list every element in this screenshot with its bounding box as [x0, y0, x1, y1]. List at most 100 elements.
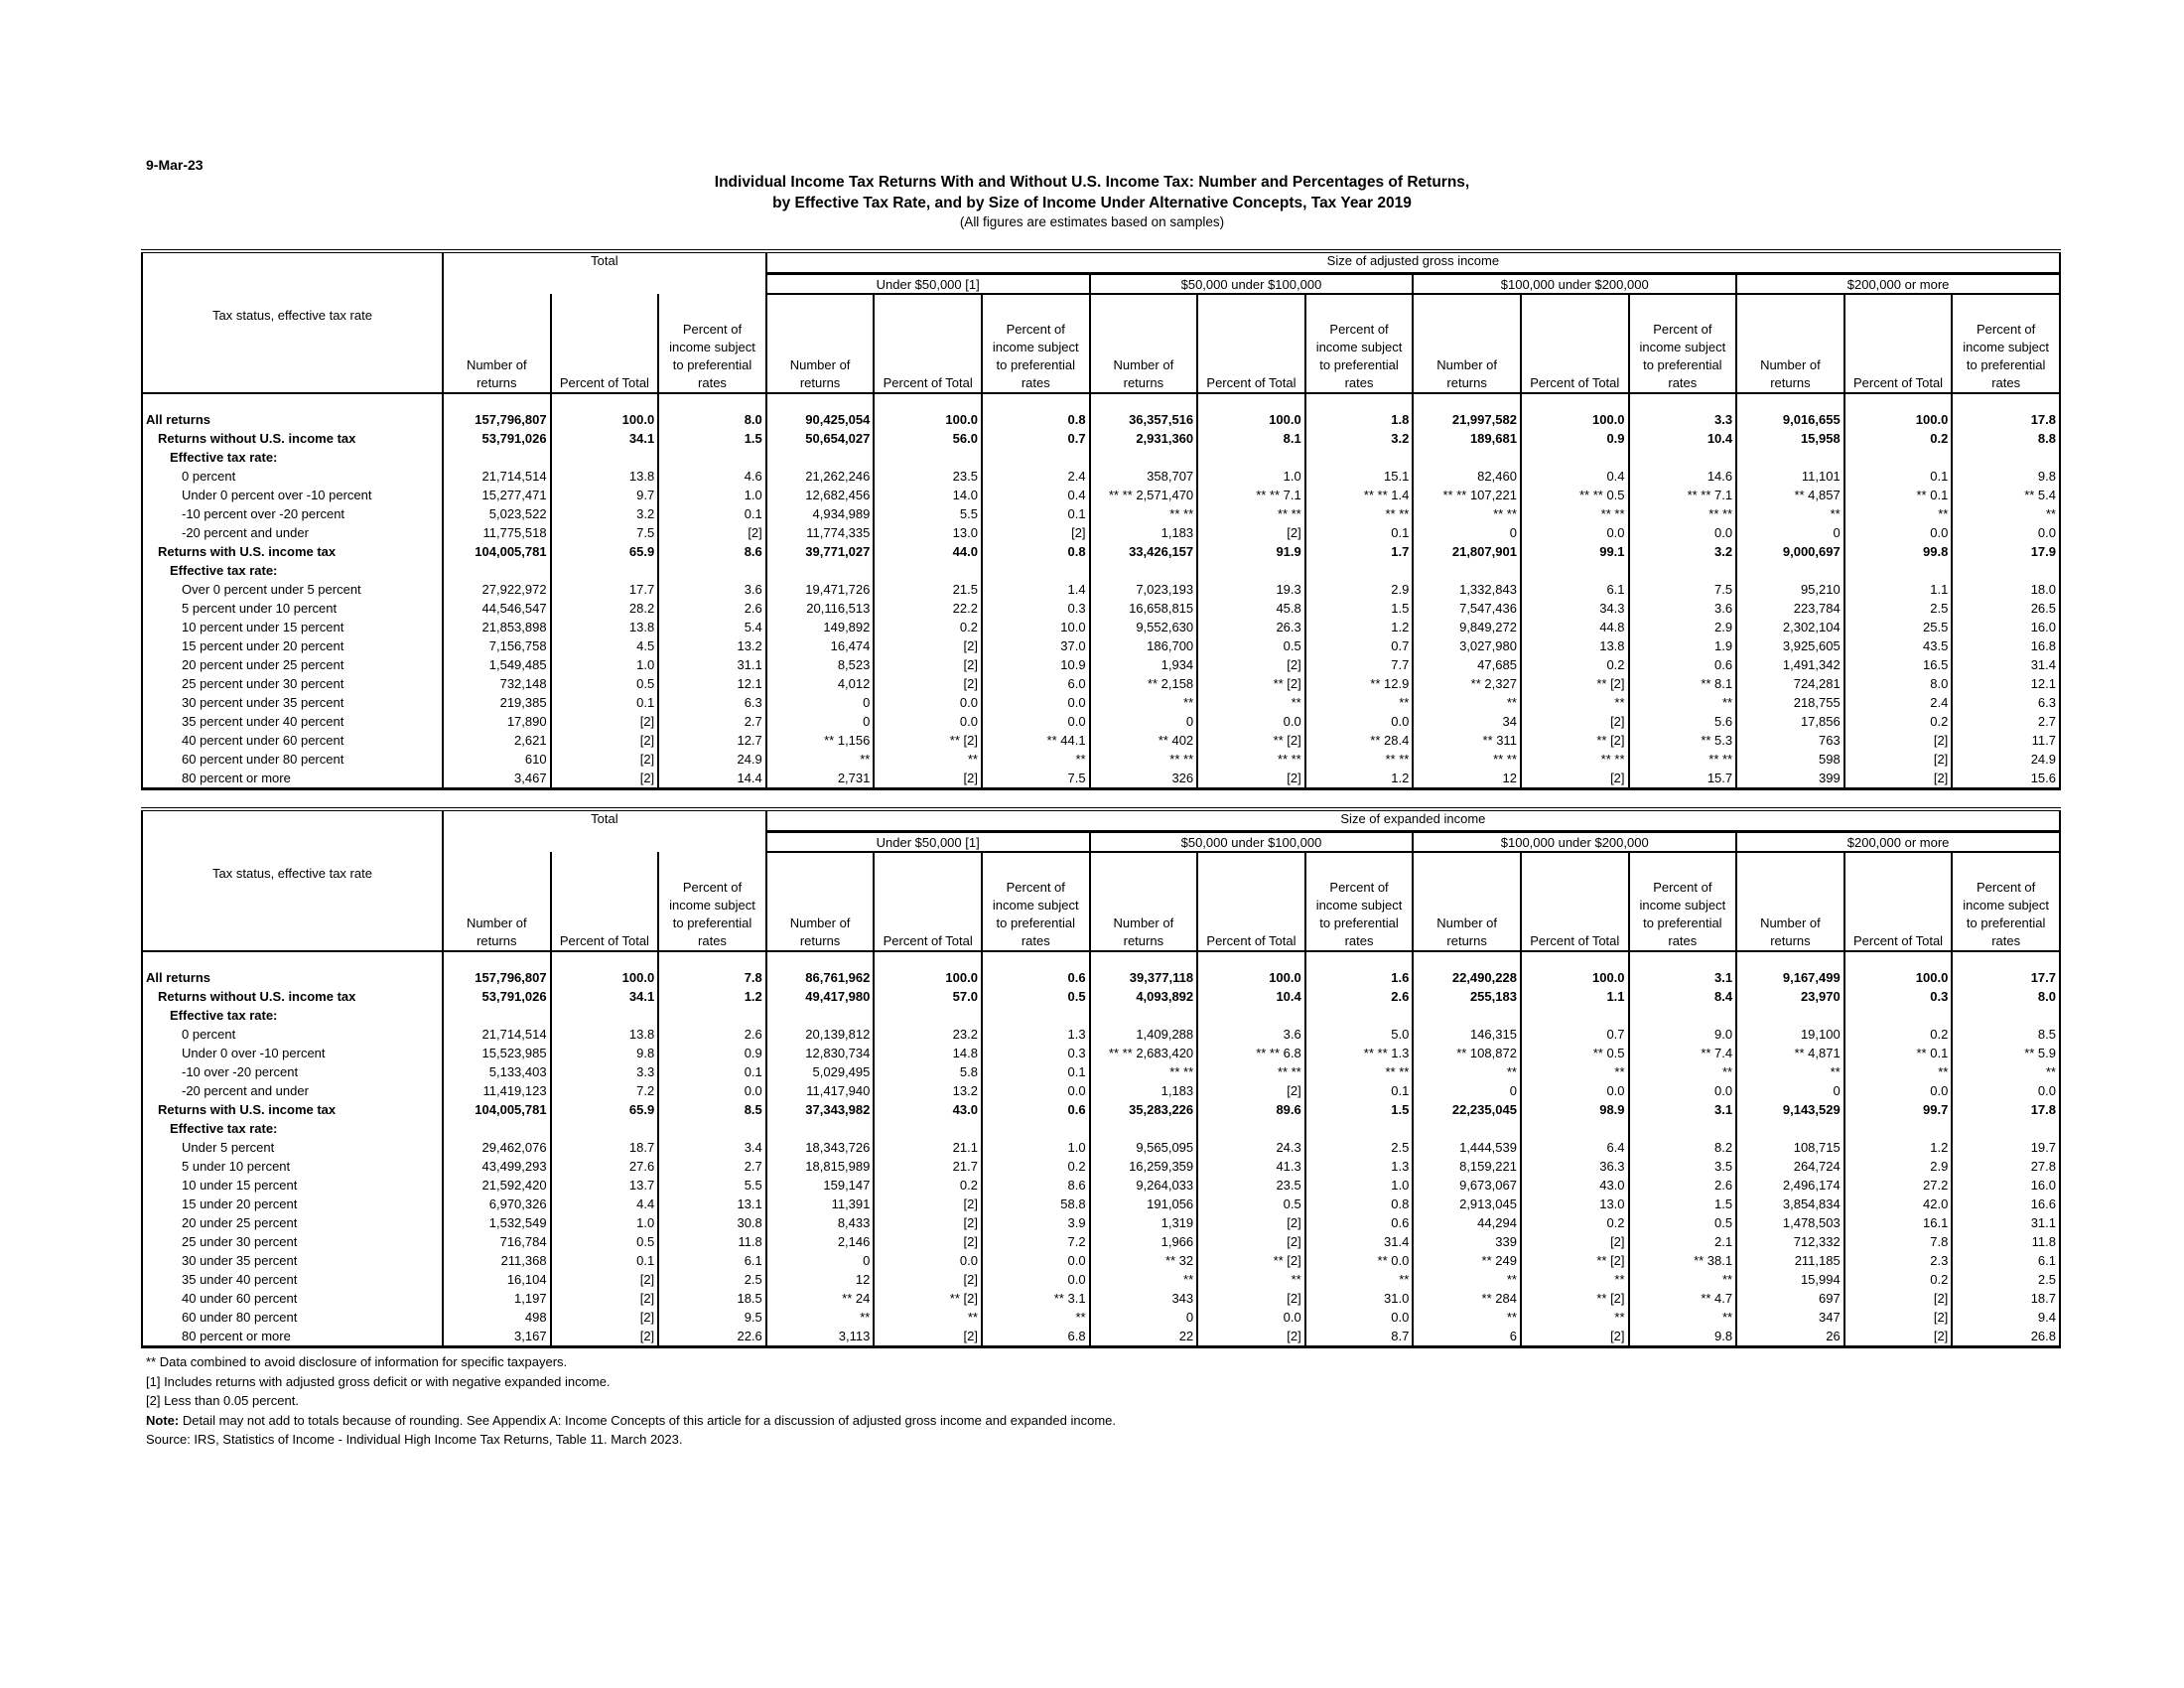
- table-cell: 1,491,342: [1735, 655, 1844, 674]
- table-cell: **: [1303, 1270, 1414, 1289]
- row-label: Effective tax rate:: [141, 1006, 443, 1025]
- table-cell: [2]: [873, 1213, 982, 1232]
- table-row: 5 under 10 percent 43,499,293 27.6 2.7 18,81…: [141, 1157, 2060, 1176]
- table-cell: 24.3: [1196, 1138, 1305, 1157]
- table-cell: ** ** 7.1: [1627, 486, 1737, 504]
- column-header: Percent of Total: [1196, 294, 1305, 394]
- table-cell: 17.7: [549, 580, 659, 599]
- row-label: 0 percent: [141, 1025, 443, 1044]
- table-cell: 0.2: [1843, 1025, 1953, 1044]
- footnote-note: Note: Detail may not add to totals becau…: [146, 1411, 1116, 1431]
- table-cell: [764, 1119, 875, 1138]
- table-cell: 8.7: [1303, 1327, 1414, 1348]
- table-cell: 18,815,989: [764, 1157, 875, 1176]
- table-cell: [1303, 561, 1414, 580]
- table-cell: 19.7: [1951, 1138, 2060, 1157]
- table-cell: 12: [1412, 769, 1521, 790]
- table-cell: 2,931,360: [1088, 429, 1198, 448]
- table-cell: 4.4: [549, 1195, 659, 1213]
- table-cell: 65.9: [549, 1100, 659, 1119]
- table-row: 25 percent under 30 percent 732,148 0.5 12.…: [141, 674, 2060, 693]
- table-cell: 1.4: [980, 580, 1090, 599]
- table-cell: 108,715: [1735, 1138, 1844, 1157]
- table-cell: 9,264,033: [1088, 1176, 1198, 1195]
- table-cell: 0: [1735, 1081, 1844, 1100]
- table-cell: ** **: [1196, 504, 1305, 523]
- column-header: Percent of income subject to preferentia…: [980, 294, 1090, 394]
- table-cell: 9,565,095: [1088, 1138, 1198, 1157]
- income-group-header: $100,000 under $200,000: [1412, 831, 1737, 853]
- table-cell: 0: [764, 712, 875, 731]
- table-row: 40 under 60 percent 1,197 [2] 18.5 ** 24 ** […: [141, 1289, 2060, 1308]
- table-cell: ** [2]: [873, 1289, 982, 1308]
- table-cell: **: [1196, 693, 1305, 712]
- table-cell: 6.1: [1519, 580, 1629, 599]
- table-cell: ** ** 107,221: [1412, 486, 1521, 504]
- table-cell: 99.8: [1843, 542, 1953, 561]
- table-cell: **: [1412, 1062, 1521, 1081]
- table-cell: **: [1303, 693, 1414, 712]
- table-cell: 1,934: [1088, 655, 1198, 674]
- table-cell: 2.9: [1303, 580, 1414, 599]
- table-cell: 1.7: [1303, 542, 1414, 561]
- row-label: 15 percent under 20 percent: [141, 636, 443, 655]
- table-cell: 1.5: [1627, 1195, 1737, 1213]
- table-cell: ** **: [1196, 1062, 1305, 1081]
- table-cell: 13.8: [549, 467, 659, 486]
- table-cell: [980, 1006, 1090, 1025]
- table-cell: 1.3: [1303, 1157, 1414, 1176]
- table-cell: ** [2]: [1196, 731, 1305, 750]
- table-cell: 16.0: [1951, 618, 2060, 636]
- table-cell: 29,462,076: [442, 1138, 551, 1157]
- table-cell: 0.1: [657, 504, 766, 523]
- table-cell: 0.0: [1303, 712, 1414, 731]
- table-cell: 0.0: [980, 1270, 1090, 1289]
- table-cell: [2]: [549, 1308, 659, 1327]
- table-cell: **: [1088, 693, 1198, 712]
- table-cell: 12,682,456: [764, 486, 875, 504]
- table-cell: ** 0.0: [1303, 1251, 1414, 1270]
- table-cell: 24.9: [1951, 750, 2060, 769]
- column-header: Number of returns: [1412, 852, 1521, 952]
- table-cell: [2]: [1196, 1213, 1305, 1232]
- table-cell: 44,294: [1412, 1213, 1521, 1232]
- table-row: 30 percent under 35 percent 219,385 0.1 6.3…: [141, 693, 2060, 712]
- table-cell: 18.7: [549, 1138, 659, 1157]
- table-cell: [2]: [549, 769, 659, 790]
- table-row: All returns 157,796,807 100.0 7.8 86,761,962…: [141, 968, 2060, 987]
- table-cell: 8,433: [764, 1213, 875, 1232]
- table-cell: 149,892: [764, 618, 875, 636]
- row-label: 20 percent under 25 percent: [141, 655, 443, 674]
- row-label: 40 percent under 60 percent: [141, 731, 443, 750]
- table-cell: [2]: [1196, 655, 1305, 674]
- table-cell: [442, 1006, 551, 1025]
- table-cell: [1303, 1006, 1414, 1025]
- table-cell: 53,791,026: [442, 429, 551, 448]
- table-cell: 8.6: [657, 542, 766, 561]
- table-cell: 22.6: [657, 1327, 766, 1348]
- table-cell: 1.3: [980, 1025, 1090, 1044]
- table-cell: **: [1735, 1062, 1844, 1081]
- table-cell: 0.0: [980, 1251, 1090, 1270]
- table-row: 30 under 35 percent 211,368 0.1 6.1 0 0.0 0.0 *…: [141, 1251, 2060, 1270]
- table-cell: 3.3: [549, 1062, 659, 1081]
- table-cell: ** ** 0.5: [1519, 486, 1629, 504]
- table-row: -10 over -20 percent 5,133,403 3.3 0.1 5,029…: [141, 1062, 2060, 1081]
- table-cell: 1.8: [1303, 410, 1414, 429]
- table-cell: 82,460: [1412, 467, 1521, 486]
- table-row: -20 percent and under 11,775,518 7.5 [2] 11,…: [141, 523, 2060, 542]
- table-cell: 186,700: [1088, 636, 1198, 655]
- table-cell: ** ** 1.4: [1303, 486, 1414, 504]
- table-cell: [2]: [549, 1327, 659, 1348]
- table-cell: 9,167,499: [1735, 968, 1844, 987]
- table-cell: [1735, 1119, 1844, 1138]
- footnote-disclosure: ** Data combined to avoid disclosure of …: [146, 1354, 568, 1369]
- row-label: 80 percent or more: [141, 1327, 443, 1348]
- income-group-header: $50,000 under $100,000: [1088, 831, 1414, 853]
- column-header: Percent of income subject to preferentia…: [1627, 294, 1737, 394]
- table-cell: [1843, 1119, 1953, 1138]
- table-cell: 2.6: [1303, 987, 1414, 1006]
- table-cell: 57.0: [873, 987, 982, 1006]
- table-cell: [2]: [873, 655, 982, 674]
- table-cell: 21,714,514: [442, 467, 551, 486]
